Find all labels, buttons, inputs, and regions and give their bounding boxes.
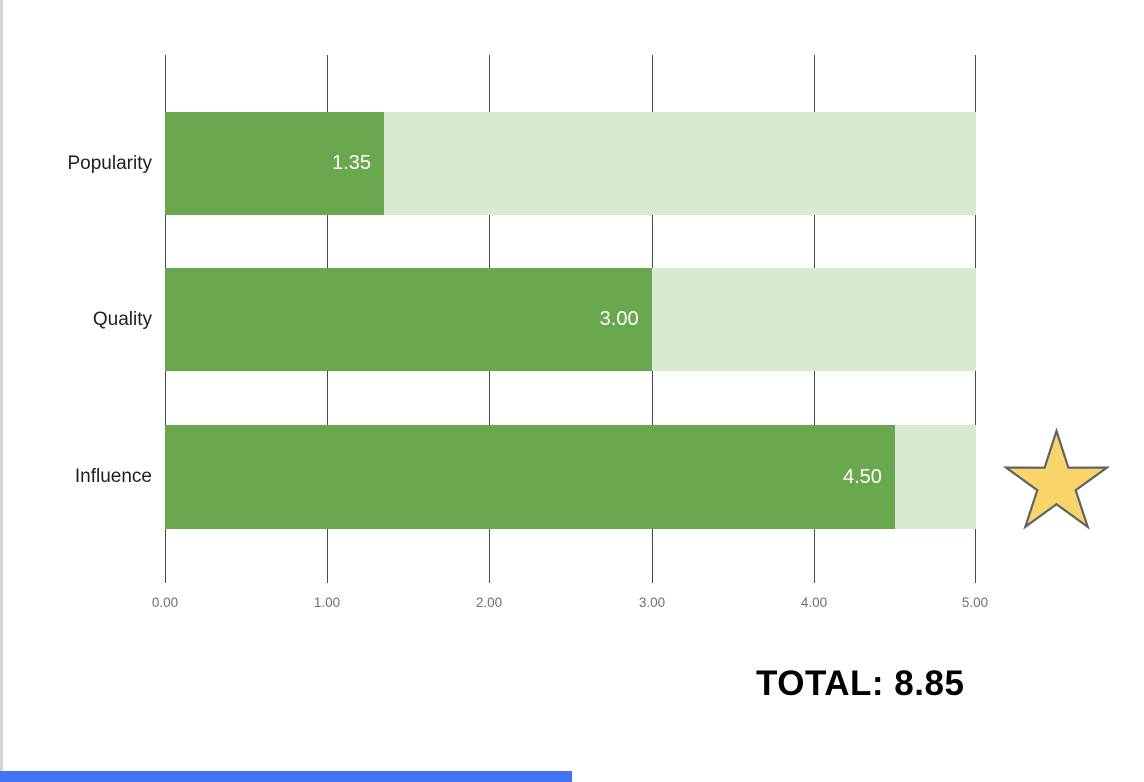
category-label-popularity: Popularity: [67, 153, 153, 174]
bar-value-influence: 4.50: [842, 465, 882, 488]
bar-fill-influence: 4.50: [165, 425, 895, 529]
category-label-influence: Influence: [74, 466, 152, 487]
bottom-blue-strip: [0, 771, 572, 782]
x-tick-0: 0.00: [151, 595, 179, 610]
star-icon: [1000, 427, 1113, 541]
total-score-label: TOTAL: 8.85: [756, 664, 965, 703]
x-tick-3: 3.00: [638, 595, 666, 610]
x-tick-1: 1.00: [313, 595, 341, 610]
bar-fill-quality: 3.00: [165, 268, 652, 371]
bar-value-popularity: 1.35: [332, 152, 371, 174]
x-tick-5: 5.00: [961, 595, 989, 610]
x-tick-4: 4.00: [800, 595, 828, 610]
page-left-border: [0, 0, 3, 782]
bar-value-quality: 3.00: [599, 308, 639, 330]
bar-row-influence: 4.50: [165, 425, 976, 529]
category-label-quality: Quality: [92, 309, 152, 330]
bar-row-quality: 3.00: [165, 268, 976, 371]
x-tick-2: 2.00: [475, 595, 503, 610]
star-svg: [1002, 427, 1111, 530]
bar-row-popularity: 1.35: [165, 112, 976, 215]
star-polygon: [1002, 427, 1111, 530]
bar-fill-popularity: 1.35: [165, 112, 384, 215]
